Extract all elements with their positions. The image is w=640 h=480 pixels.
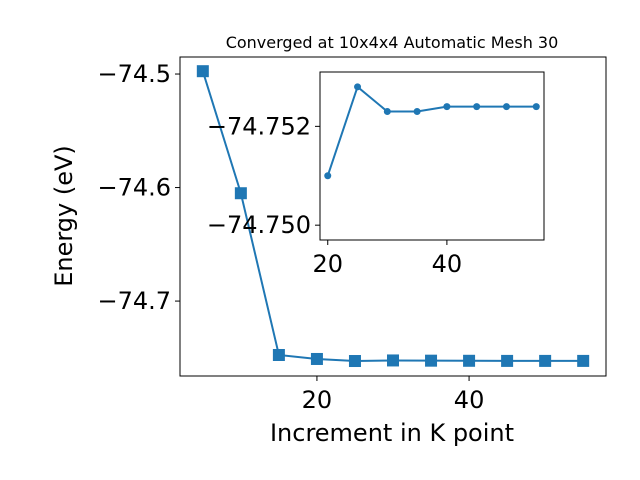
inset-series — [324, 83, 540, 180]
inset-background — [320, 72, 544, 240]
inset-y-tick-label: −74.750 — [207, 211, 311, 239]
inset-x-tick-label: 40 — [432, 250, 463, 278]
main-y-tick-label: −74.5 — [97, 60, 171, 88]
main-data-point — [463, 354, 476, 367]
main-data-point — [196, 65, 209, 78]
main-axes: 20 40 −74.5−74.6−74.7 Converged at 10x4x4… — [50, 33, 607, 447]
main-data-point — [387, 354, 399, 367]
inset-axes: 20 40 −74.752−74.750 — [207, 71, 545, 278]
inset-data-point — [532, 103, 540, 111]
main-data-point — [577, 354, 590, 367]
inset-y-tick-label: −74.752 — [207, 112, 311, 140]
main-x-tick-label: 20 — [302, 386, 333, 414]
main-y-ticks: −74.5 −74.6 −74.7 — [97, 60, 180, 315]
main-series — [196, 65, 590, 368]
inset-data-point — [443, 103, 451, 111]
main-data-point — [234, 187, 247, 200]
main-data-point — [501, 354, 514, 367]
main-data-point — [272, 348, 285, 361]
x-axis-label: Increment in K point — [270, 419, 514, 447]
inset-data-point — [413, 108, 421, 116]
inset-data-point — [502, 103, 510, 111]
inset-x-tick-label: 20 — [312, 250, 343, 278]
main-x-tick-label: 40 — [454, 386, 485, 414]
y-axis-label: Energy (eV) — [50, 145, 78, 287]
inset-data-point — [354, 83, 362, 91]
inset-data-point — [324, 172, 332, 180]
chart-title: Converged at 10x4x4 Automatic Mesh 30 — [226, 33, 559, 52]
main-plot-frame — [179, 56, 607, 377]
inset-data-point — [473, 103, 481, 111]
main-y-tick-label: −74.6 — [97, 174, 171, 202]
main-data-point — [539, 354, 552, 367]
inset-data-point — [383, 108, 391, 116]
inset-x-ticks: 20 40 — [312, 240, 462, 278]
main-x-ticks: 20 40 — [302, 376, 485, 414]
inset-y-ticks: −74.752 −74.750 — [207, 112, 320, 239]
main-data-point — [348, 355, 361, 368]
inset-plot-frame — [319, 71, 545, 241]
main-data-point — [310, 352, 323, 365]
main-y-tick-label: −74.7 — [97, 287, 171, 315]
main-data-point — [425, 354, 438, 367]
inset-series-line — [326, 85, 537, 177]
